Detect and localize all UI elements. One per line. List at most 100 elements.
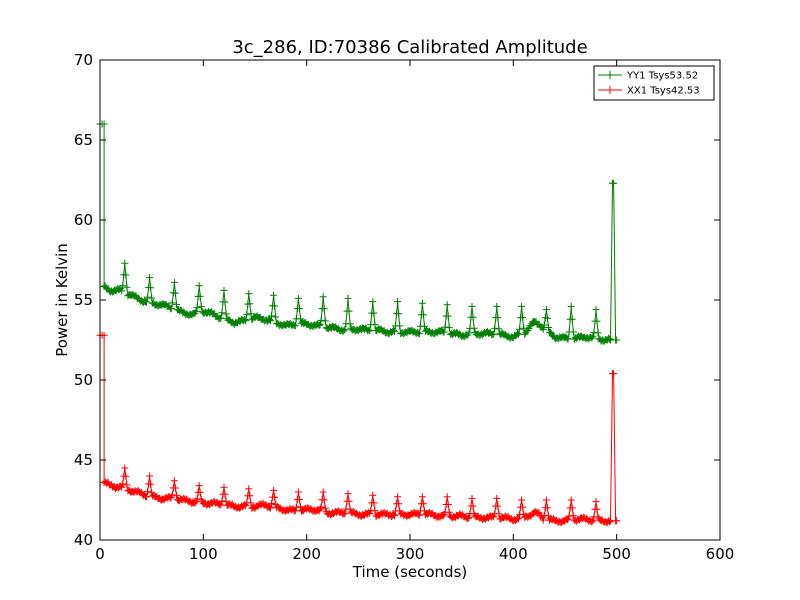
data-point (494, 314, 502, 322)
data-point (540, 321, 548, 329)
x-axis-label: Time (seconds) (352, 563, 468, 581)
data-point (121, 464, 129, 472)
data-point (465, 514, 473, 522)
data-point (445, 508, 453, 516)
data-point (341, 510, 349, 517)
chart-title: 3c_286, ID:70386 Calibrated Amplitude (232, 37, 587, 58)
data-point (317, 503, 325, 511)
data-point (588, 518, 596, 526)
data-point (345, 497, 353, 505)
data-point (191, 499, 199, 507)
data-point (266, 503, 273, 511)
data-point (346, 320, 354, 328)
y-axis-label: Power in Kelvin (53, 243, 71, 357)
data-point (543, 504, 551, 512)
data-point (341, 325, 349, 333)
data-point (144, 488, 151, 496)
data-point (391, 512, 398, 520)
data-point (589, 516, 597, 524)
data-point (266, 316, 273, 324)
data-point (539, 325, 547, 333)
axis-ticks: 0 100 200 300 400 500 600 40 45 50 55 60 65 70 (74, 51, 734, 563)
data-point (610, 370, 618, 378)
data-point (268, 500, 275, 507)
data-point (294, 294, 302, 302)
data-point (514, 330, 521, 337)
y-tick-label: 65 (74, 131, 93, 149)
data-point (592, 306, 600, 314)
data-point (465, 329, 473, 337)
data-point (123, 481, 131, 489)
series-line-1 (100, 334, 617, 524)
data-point (366, 327, 374, 335)
data-point (294, 488, 302, 496)
data-point (394, 493, 402, 501)
data-point (192, 307, 200, 315)
data-point (493, 494, 501, 502)
data-point (193, 304, 201, 312)
data-point (365, 326, 373, 334)
data-point (245, 290, 253, 298)
data-point (370, 309, 378, 317)
data-point (593, 505, 601, 513)
data-point (445, 324, 453, 332)
data-point (440, 328, 448, 336)
data-point (468, 302, 476, 310)
data-point (222, 310, 230, 318)
data-point (196, 488, 204, 496)
data-point (518, 496, 526, 504)
data-point (195, 282, 203, 290)
data-point (490, 330, 498, 338)
data-point (143, 298, 150, 306)
data-point (592, 498, 600, 506)
data-point (271, 302, 279, 310)
data-point (542, 496, 550, 504)
plot-frame (99, 59, 721, 541)
data-point (564, 515, 572, 523)
series-markers-0 (96, 120, 621, 345)
data-point (414, 329, 422, 337)
data-point (464, 515, 472, 522)
data-point (394, 298, 402, 306)
data-point (123, 283, 131, 291)
data-point (519, 313, 527, 321)
x-tick-label: 100 (189, 545, 218, 563)
data-point (170, 278, 178, 286)
data-point (122, 472, 130, 480)
data-point (119, 480, 127, 488)
data-point (217, 501, 225, 509)
data-point (366, 510, 374, 517)
data-point (519, 503, 527, 511)
data-point (267, 317, 274, 325)
data-point (468, 494, 476, 502)
data-point (319, 488, 327, 496)
data-point (443, 301, 451, 309)
data-point (270, 291, 278, 299)
data-point (118, 287, 126, 295)
data-point (247, 310, 255, 318)
x-tick-label: 400 (499, 545, 528, 563)
data-point (144, 293, 151, 301)
data-point (415, 511, 423, 519)
data-point (147, 480, 155, 488)
data-point (444, 312, 452, 320)
data-point (518, 302, 526, 310)
data-point (493, 302, 501, 310)
y-tick-label: 70 (74, 51, 93, 69)
legend-label: YY1 Tsys53.52 (626, 71, 698, 82)
data-point (319, 293, 327, 301)
data-point (267, 504, 274, 512)
data-point (320, 305, 328, 313)
data-point (100, 331, 108, 339)
data-point (344, 294, 352, 302)
x-tick-label: 600 (706, 545, 735, 563)
data-point (243, 311, 251, 319)
y-tick-label: 60 (74, 211, 93, 229)
data-point (490, 513, 498, 521)
x-tick-label: 300 (396, 545, 425, 563)
data-point (568, 504, 576, 512)
data-point (470, 324, 478, 332)
data-point (395, 310, 403, 318)
data-point (197, 303, 205, 311)
